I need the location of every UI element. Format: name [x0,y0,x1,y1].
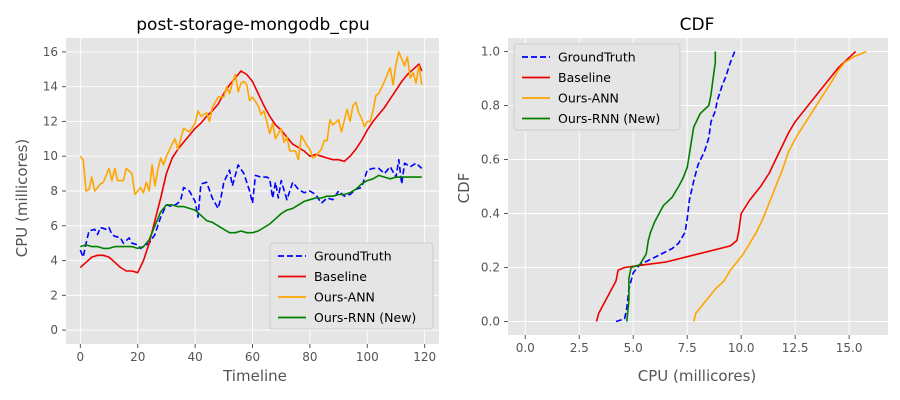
cdf-legend-label: Baseline [558,70,611,85]
timeline-series-line-baseline [79,63,423,274]
cdf-series-line-ours-ann [692,50,867,322]
cdf-x-tick-label: 5.0 [624,341,643,355]
cdf-legend-box [513,43,681,131]
cdf-x-tick-label: 7.5 [678,341,697,355]
timeline-legend-label: Baseline [314,269,367,284]
cdf-x-tick-label: 15.0 [836,341,863,355]
cdf-x-tick-label: 12.5 [782,341,809,355]
timeline-legend-label: GroundTruth [314,249,392,264]
cdf-y-tick-label: 0.4 [481,207,500,221]
timeline-y-tick-label: 6 [50,219,58,233]
timeline-x-tick-label: 100 [356,350,379,364]
cdf-y-tick-label: 0.2 [481,261,500,275]
timeline-y-tick-label: 0 [50,323,58,337]
timeline-legend-label: Ours-RNN (New) [314,310,416,325]
timeline-x-axis-label: Timeline [222,367,287,385]
cdf-y-tick-label: 0.8 [481,99,500,113]
timeline-x-tick-label: 20 [130,350,145,364]
cdf-y-axis-label: CDF [455,173,473,204]
cdf-series-line-groundtruth [615,51,736,323]
cdf-x-tick-label: 10.0 [728,341,755,355]
timeline-legend-box [269,242,434,330]
timeline-x-tick-label: 80 [302,350,317,364]
timeline-legend: GroundTruth Baseline Ours-ANN Ours-RNN (New… [269,242,434,330]
cdf-legend: GroundTruth Baseline Ours-ANN Ours-RNN (New… [513,43,681,131]
cdf-legend-label: Ours-ANN [558,91,619,106]
cdf-legend-label: Ours-RNN (New) [558,111,660,126]
cdf-x-tick-label: 0.0 [516,341,535,355]
cdf-legend-label: GroundTruth [558,50,636,65]
timeline-y-tick-label: 16 [43,45,58,59]
cdf-y-tick-label: 1.0 [481,45,500,59]
timeline-y-tick-label: 10 [43,149,58,163]
cdf-series-line-baseline [595,50,857,322]
cdf-x-tick-label: 2.5 [570,341,589,355]
cdf-y-tick-label: 0.6 [481,153,500,167]
timeline-y-tick-label: 8 [50,184,58,198]
timeline-y-tick-label: 2 [50,288,58,302]
timeline-y-tick-label: 4 [50,254,58,268]
timeline-x-tick-label: 40 [187,350,202,364]
timeline-panel: 0 20 40 60 80 100 120 0 2 4 6 8 10 12 14 16 post-storag… [13,15,439,385]
timeline-legend-label: Ours-ANN [314,290,375,305]
cdf-series-line-ours-rnn-new [626,51,717,322]
timeline-y-tick-label: 14 [43,80,58,94]
timeline-chart-title: post-storage-mongodb_cpu [136,15,369,35]
cdf-y-tick-label: 0.0 [481,315,500,329]
timeline-x-tick-label: 60 [245,350,260,364]
timeline-y-tick-label: 12 [43,114,58,128]
cdf-chart-title: CDF [680,15,715,35]
timeline-series-line-groundtruth [79,158,423,258]
cdf-panel: 0.0 2.5 5.0 7.5 10.0 12.5 15.0 0.0 0.2 0.4 0.6 0.8 1… [455,15,888,385]
timeline-series-line-ours-ann [79,51,423,196]
timeline-series-line-ours-rnn-new [80,174,422,250]
timeline-x-tick-label: 0 [77,350,85,364]
cdf-x-axis-label: CPU (millicores) [638,367,757,385]
timeline-x-tick-label: 120 [413,350,436,364]
timeline-y-axis-label: CPU (millicores) [13,139,31,258]
